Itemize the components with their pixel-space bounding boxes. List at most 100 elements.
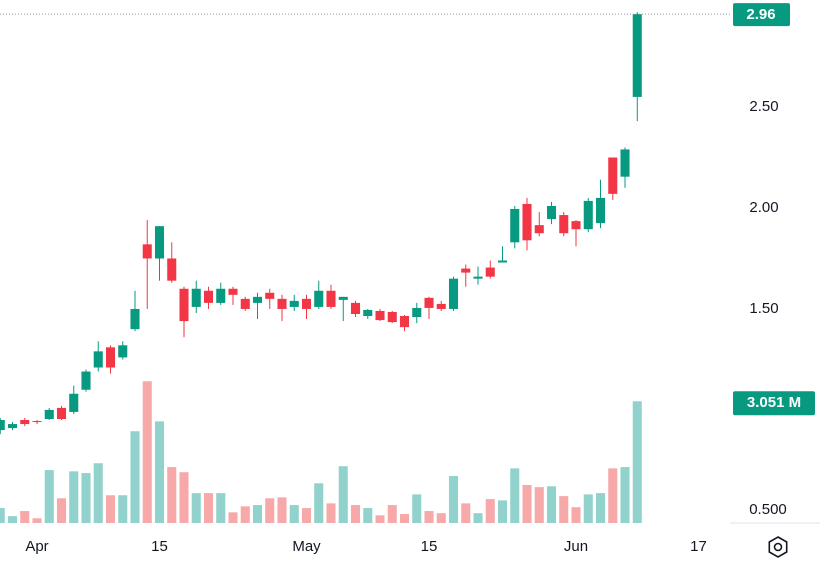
candle-body <box>167 258 177 281</box>
candle-body <box>118 345 128 358</box>
candle-body <box>448 278 459 309</box>
last-volume-label: 3.051 M <box>747 394 801 411</box>
volume-bar <box>265 498 275 523</box>
candle-body <box>216 288 226 303</box>
volume-bar <box>240 506 250 523</box>
candle-body <box>203 290 214 303</box>
volume-bar <box>289 505 299 523</box>
candle-body <box>105 347 116 368</box>
price-layer <box>0 12 642 435</box>
candle-body <box>387 311 397 323</box>
volume-bar <box>608 468 618 523</box>
candle-body <box>620 149 630 177</box>
volume-bar <box>595 493 606 523</box>
volume-layer <box>0 381 642 523</box>
candle-body <box>424 297 434 308</box>
candle-body <box>265 292 275 299</box>
volume-bar <box>228 512 238 523</box>
candle-body <box>608 157 618 194</box>
last-price-tag <box>733 3 790 27</box>
volume-bar <box>375 515 385 523</box>
x-tick-label: 17 <box>690 538 707 555</box>
volume-bar <box>167 467 177 523</box>
volume-bar <box>252 505 263 523</box>
x-tick-label: 15 <box>421 538 438 555</box>
candle-body <box>44 409 54 420</box>
volume-bar <box>56 498 67 523</box>
volume-bar <box>363 508 373 523</box>
volume-bar <box>387 505 397 523</box>
candle-body <box>473 276 483 279</box>
volume-bar <box>191 493 201 523</box>
volume-bar <box>473 513 483 523</box>
candle-body <box>412 307 422 318</box>
candle-body <box>240 298 250 309</box>
candle-body <box>142 244 152 259</box>
volume-bar <box>338 466 348 523</box>
volume-bar <box>436 513 446 523</box>
volume-bar <box>461 503 471 523</box>
candle-body <box>363 309 373 317</box>
settings-hexagon <box>768 536 788 558</box>
candle-body <box>32 421 42 423</box>
candle-body <box>399 316 410 328</box>
candle-body <box>130 308 140 330</box>
volume-bar <box>424 511 434 523</box>
volume-bar <box>314 483 324 523</box>
volume-bar <box>216 493 226 523</box>
candle-body <box>534 225 544 234</box>
candle-body <box>93 351 103 368</box>
candle-body <box>252 296 263 303</box>
candle-body <box>301 298 312 309</box>
x-tick-label: Apr <box>25 538 48 555</box>
candle-body <box>559 215 569 234</box>
last-price-label: 2.96 <box>746 6 775 23</box>
volume-bar <box>301 508 312 523</box>
candle-body <box>191 288 201 307</box>
volume-bar <box>44 470 54 523</box>
candle-body <box>436 303 446 309</box>
volume-bar <box>571 507 581 523</box>
y-tick-label: 2.00 <box>749 199 778 216</box>
volume-bar <box>179 472 189 523</box>
volume-bar <box>412 494 422 523</box>
candle-body <box>7 424 18 429</box>
y-tick-label: 1.50 <box>749 300 778 317</box>
volume-bar <box>448 476 459 523</box>
candle-body <box>350 302 361 315</box>
x-tick-label: May <box>292 538 321 555</box>
volume-bar <box>0 508 5 523</box>
volume-bar <box>350 505 361 523</box>
volume-bar <box>105 495 116 523</box>
candle-body <box>497 260 508 263</box>
volume-bar <box>546 486 557 523</box>
volume-bar <box>534 487 544 523</box>
candle-body <box>20 420 30 425</box>
volume-bar <box>20 511 30 523</box>
volume-bar <box>154 421 165 523</box>
candle-body <box>179 288 189 322</box>
candle-body <box>375 310 385 321</box>
volume-bar <box>81 473 91 523</box>
settings-icon[interactable] <box>768 536 788 558</box>
volume-bar <box>118 495 128 523</box>
volume-bar <box>632 401 642 523</box>
volume-bar <box>559 496 569 523</box>
x-tick-label: 15 <box>151 538 168 555</box>
volume-bar <box>583 494 593 523</box>
candle-body <box>338 296 348 300</box>
candle-body <box>289 300 299 307</box>
axes-layer: 1.50 2.00 2.50 0.500 Apr 15 May 15 Jun 17 2.96 3.05… <box>0 3 820 555</box>
volume-bar <box>620 467 630 523</box>
candle-body <box>510 208 520 243</box>
candle-body <box>595 197 606 224</box>
volume-bar <box>522 485 532 523</box>
last-volume-tag <box>733 391 815 416</box>
settings-circle <box>773 542 783 552</box>
volume-bar <box>510 468 520 523</box>
volume-bar <box>7 516 18 523</box>
candle-body <box>546 205 557 220</box>
candle-body <box>81 371 91 390</box>
candle-body <box>522 203 532 241</box>
